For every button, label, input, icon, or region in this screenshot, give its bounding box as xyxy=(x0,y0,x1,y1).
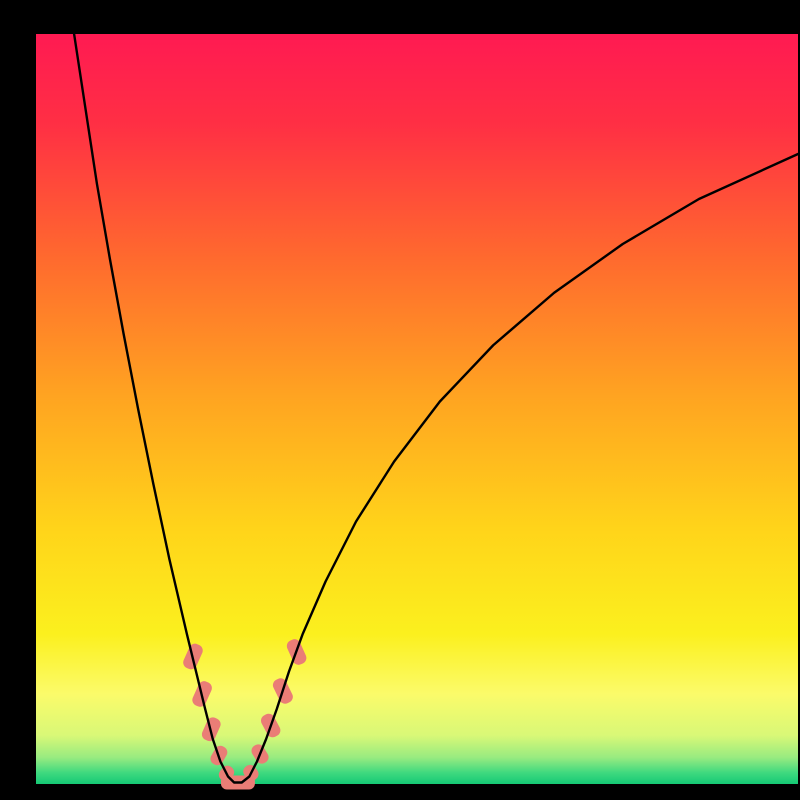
plot-background xyxy=(36,34,798,784)
figure-container: TheBottleneck.com xyxy=(0,0,800,800)
chart-svg xyxy=(0,0,800,800)
